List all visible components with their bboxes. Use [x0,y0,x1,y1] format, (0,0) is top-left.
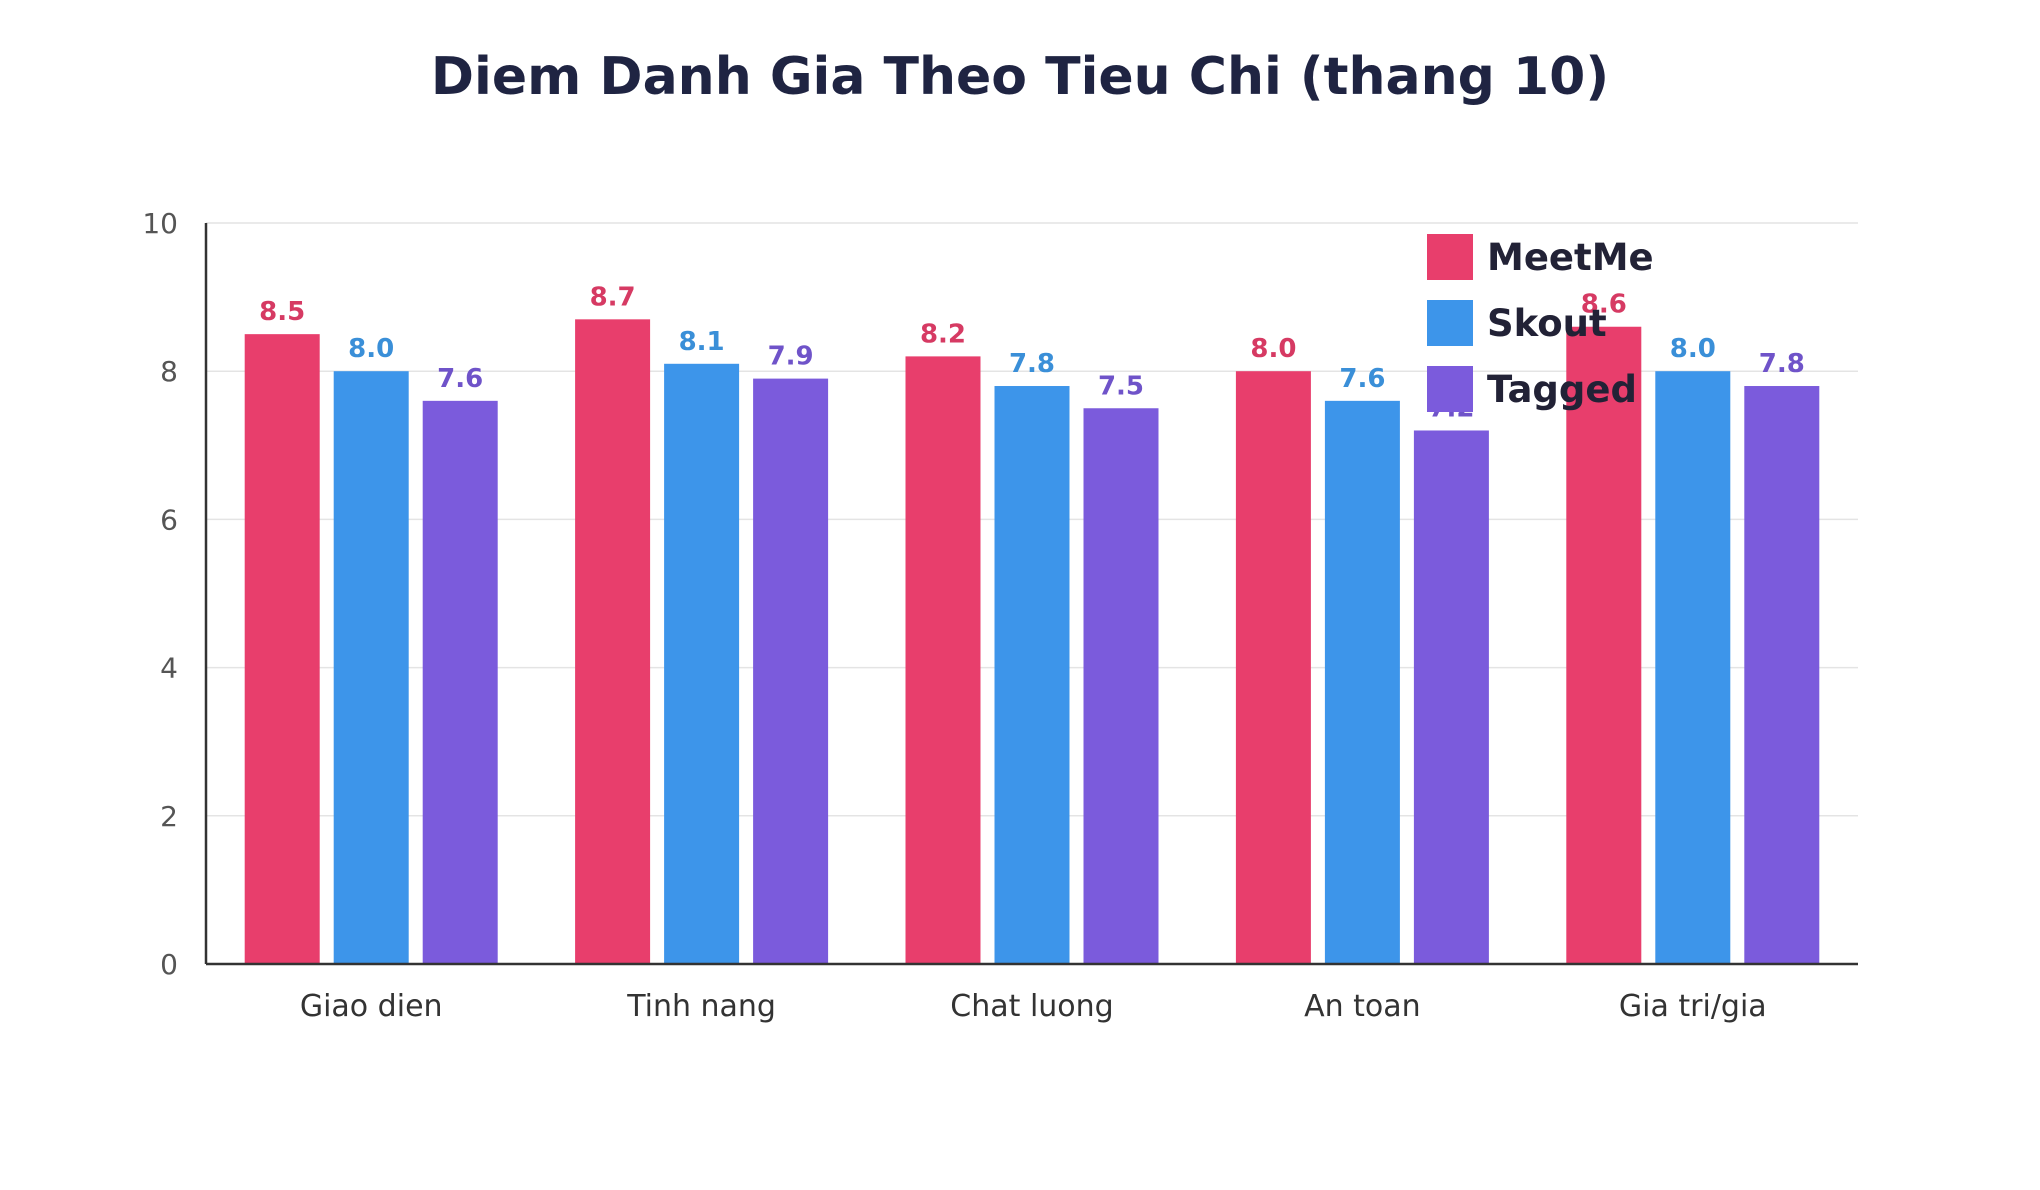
legend: MeetMe Skout Tagged [1427,234,1654,412]
data-label: 7.6 [1339,364,1385,394]
legend-swatch-skout [1427,300,1473,346]
data-label: 8.1 [679,327,725,357]
y-tick-label: 6 [160,503,178,536]
bar-tagged [1413,430,1489,965]
y-tick-label: 0 [160,948,178,981]
data-label: 7.8 [1009,349,1055,379]
bar-tagged [1744,386,1820,964]
data-label: 8.7 [590,282,636,312]
bar-tagged [753,378,829,964]
y-tick-label: 8 [160,355,178,388]
bar-meetme [575,319,651,965]
bar-skout [333,371,409,964]
bar-meetme [1566,326,1642,964]
data-label: 8.0 [348,334,394,364]
bar-meetme [1235,371,1311,964]
bar-meetme [905,356,981,964]
legend-label: MeetMe [1487,236,1654,279]
bar-tagged [1083,408,1159,964]
legend-swatch-meetme [1427,234,1473,280]
axes [204,223,1858,966]
legend-label: Skout [1487,302,1607,345]
legend-label: Tagged [1487,368,1637,411]
x-tick-label: Tinh nang [626,989,776,1024]
data-label: 8.6 [1581,290,1627,320]
bar-skout [1655,371,1731,964]
data-label: 8.0 [1250,334,1296,364]
x-tick-label: Giao dien [300,989,443,1024]
y-tick-label: 4 [160,652,178,685]
y-axis-ticks: 0 2 4 6 8 10 [142,207,178,981]
chart-title: Diem Danh Gia Theo Tieu Chi (thang 10) [431,47,1609,107]
data-label: 7.6 [437,364,483,394]
bar-skout [994,386,1070,964]
x-tick-label: Chat luong [950,989,1113,1024]
data-label: 7.5 [1098,371,1144,401]
data-label: 7.9 [768,342,814,372]
x-axis-categories: Giao dien Tinh nang Chat luong An toan Gia t… [300,989,1767,1024]
data-label: 8.0 [1670,334,1716,364]
data-label: 8.2 [920,319,966,349]
bar-skout [1324,400,1400,965]
legend-swatch-tagged [1427,366,1473,412]
x-tick-label: An toan [1304,989,1421,1024]
x-tick-label: Gia tri/gia [1619,989,1767,1024]
y-tick-label: 10 [142,207,178,240]
data-label: 7.8 [1759,349,1805,379]
data-labels: 8.58.07.68.78.17.98.27.87.58.07.67.28.68… [259,282,1805,423]
bar-meetme [244,334,320,964]
y-tick-label: 2 [160,800,178,833]
bar-skout [664,363,740,964]
bars [244,319,1820,965]
data-label: 8.5 [259,297,305,327]
bar-tagged [422,400,498,965]
